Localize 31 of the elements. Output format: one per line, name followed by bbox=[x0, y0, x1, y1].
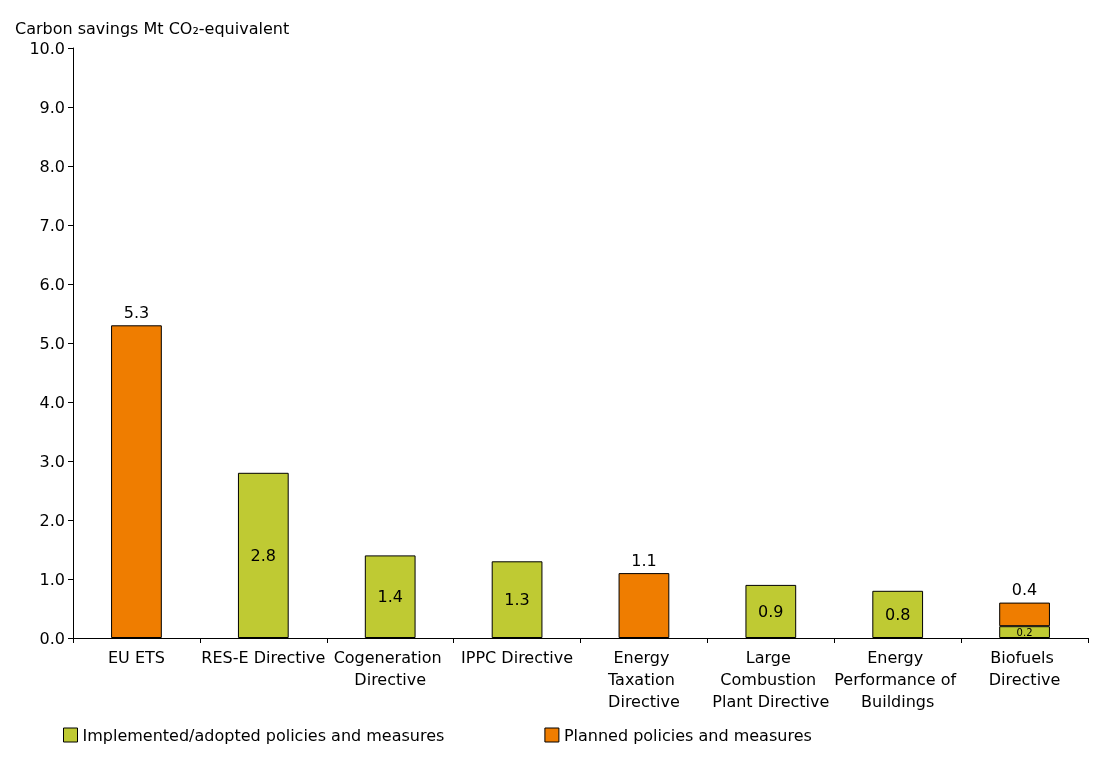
x-tick-label: Cogeneration Directive bbox=[333, 647, 447, 689]
y-tick-label: 9.0 bbox=[39, 97, 65, 117]
y-tick-label: 2.0 bbox=[39, 510, 65, 530]
y-tick-label: 8.0 bbox=[39, 156, 65, 176]
y-tick-label: 0.0 bbox=[39, 628, 65, 648]
legend-label: Planned policies and measures bbox=[563, 725, 812, 745]
data-label: 5.3 bbox=[123, 302, 150, 322]
legend-label: Implemented/adopted policies and measures bbox=[82, 725, 445, 745]
y-tick-label: 7.0 bbox=[39, 215, 65, 235]
data-label: 1.4 bbox=[377, 587, 403, 607]
x-tick-label: Energy Performance of Buildings bbox=[834, 647, 962, 711]
data-label: 0.4 bbox=[1011, 580, 1038, 600]
y-tick-label: 10.0 bbox=[29, 38, 65, 58]
x-tick-label: Biofuels Directive bbox=[988, 647, 1061, 689]
x-tick-label: IPPC Directive bbox=[461, 647, 574, 667]
y-tick-label: 3.0 bbox=[39, 451, 65, 471]
data-label: 0.2 bbox=[1016, 626, 1033, 638]
data-label: 1.3 bbox=[504, 590, 530, 610]
data-label: 1.1 bbox=[631, 550, 657, 570]
x-tick-label: Large Combustion Plant Directive bbox=[712, 647, 830, 711]
y-tick-label: 6.0 bbox=[39, 274, 65, 294]
y-axis-title: Carbon savings Mt CO₂-equivalent bbox=[15, 18, 290, 38]
y-tick-label: 1.0 bbox=[39, 569, 65, 589]
x-tick-label: RES-E Directive bbox=[201, 647, 326, 667]
data-label: 0.8 bbox=[884, 604, 911, 624]
y-tick-label: 4.0 bbox=[39, 392, 65, 412]
x-tick-label: EU ETS bbox=[107, 647, 165, 667]
data-label: 0.9 bbox=[758, 601, 784, 621]
y-tick-label: 5.0 bbox=[39, 333, 65, 353]
data-label: 2.8 bbox=[250, 545, 277, 565]
x-tick-label: Energy Taxation Directive bbox=[606, 647, 680, 711]
